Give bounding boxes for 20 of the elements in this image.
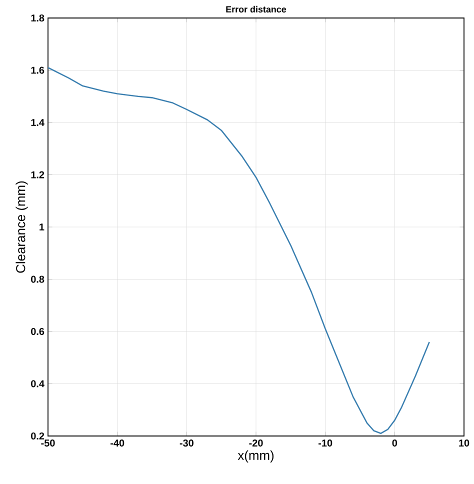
y-tick-label: 1 [40, 224, 44, 230]
x-tick-label: 10 [459, 440, 470, 447]
y-tick-label: 1.6 [31, 66, 44, 74]
y-tick-label: 1.4 [31, 119, 44, 126]
y-tick-label: 0.8 [31, 276, 44, 283]
y-tick-label: 0.2 [31, 432, 44, 440]
y-axis-title: Clearance (mm) [16, 181, 28, 273]
chart-title: Error distance [226, 6, 286, 13]
y-tick-label: 1.8 [31, 14, 44, 22]
x-tick-label: -40 [110, 440, 124, 447]
x-tick-label: -20 [249, 440, 263, 447]
x-tick-label: -10 [318, 440, 332, 447]
y-tick-label: 0.6 [31, 328, 44, 336]
y-tick-label: 1.2 [31, 171, 44, 178]
x-tick-label: -30 [180, 440, 194, 447]
x-axis-title: x(mm) [238, 450, 274, 462]
line-series [48, 66, 430, 434]
x-tick-label: 0 [392, 440, 398, 447]
y-tick-label: 0.4 [31, 380, 44, 388]
x-tick-label: -50 [41, 440, 55, 447]
